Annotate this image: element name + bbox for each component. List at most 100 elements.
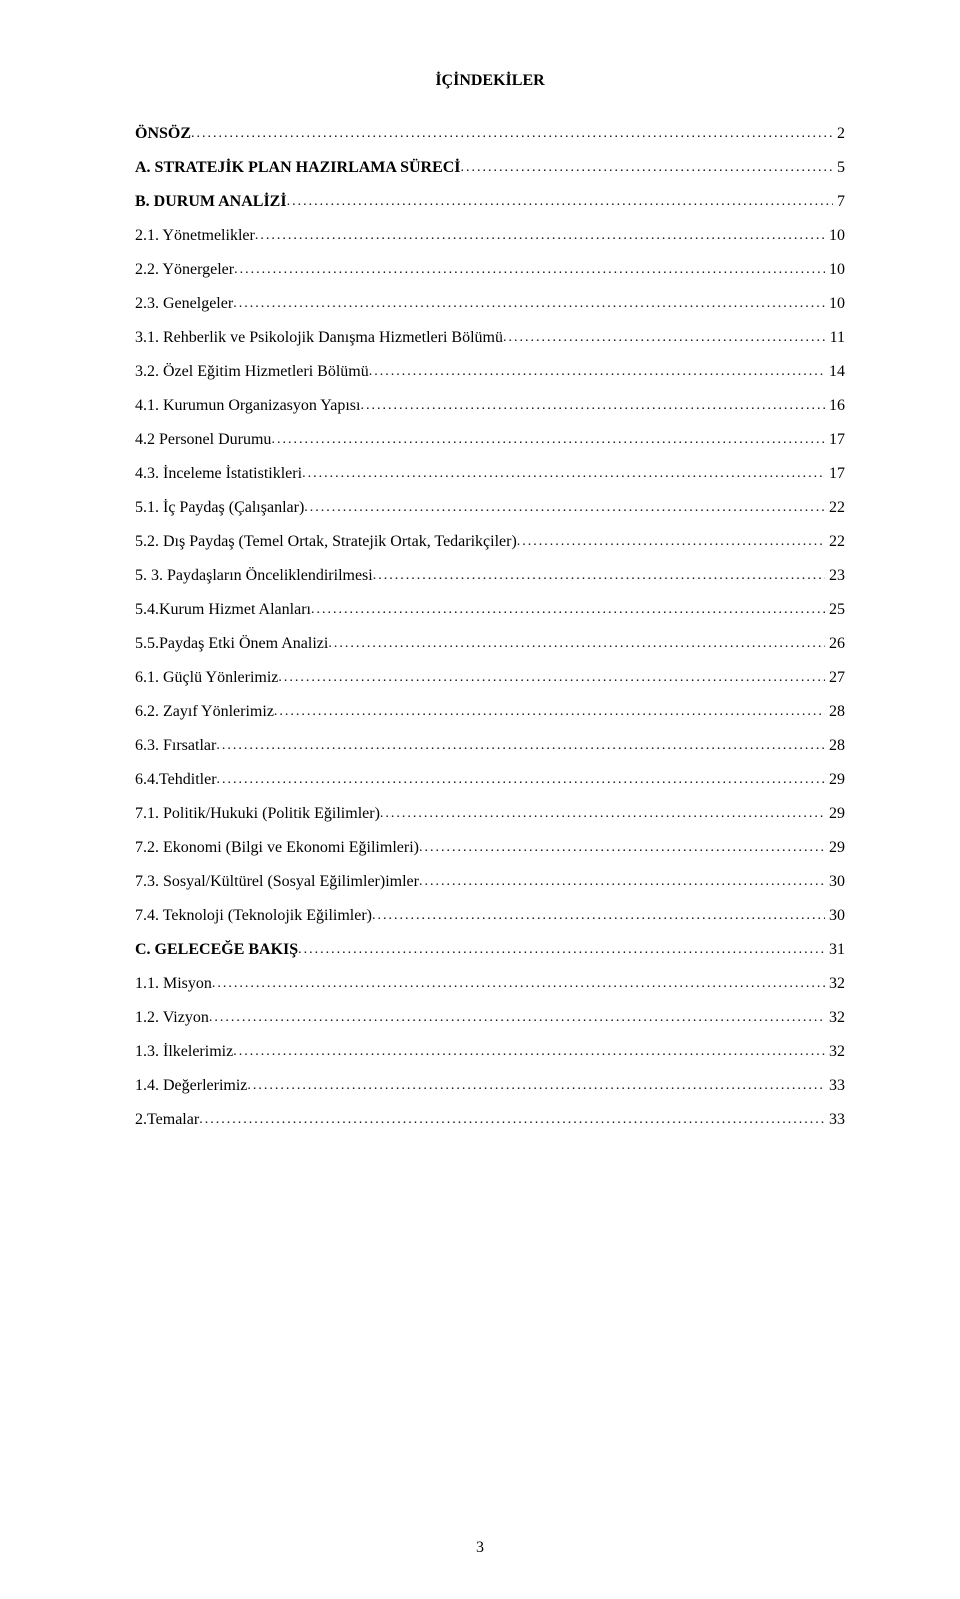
toc-entry-page: 28 (825, 738, 845, 754)
toc-leader-dots (234, 263, 825, 277)
toc-entry: 5.1. İç Paydaş (Çalışanlar) 22 (135, 500, 845, 516)
toc-entry-label: 7.1. Politik/Hukuki (Politik Eğilimler) (135, 806, 380, 822)
page-container: İÇİNDEKİLER ÖNSÖZ 2 A. STRATEJİK PLAN HAZI… (0, 0, 960, 1599)
toc-entry-label: 7.3. Sosyal/Kültürel (Sosyal Eğilimler)i… (135, 874, 419, 890)
toc-entry-label: 7.2. Ekonomi (Bilgi ve Ekonomi Eğilimler… (135, 840, 419, 856)
toc-entry: 4.2 Personel Durumu 17 (135, 432, 845, 448)
toc-entry-label: 5.1. İç Paydaş (Çalışanlar) (135, 500, 304, 516)
toc-entry-page: 30 (825, 908, 845, 924)
toc-entry-page: 22 (825, 534, 845, 550)
toc-leader-dots (255, 229, 825, 243)
toc-leader-dots (461, 161, 833, 175)
toc-entry-label: 1.3. İlkelerimiz (135, 1044, 233, 1060)
toc-entry-label: 1.1. Misyon (135, 976, 212, 992)
toc-entry-page: 25 (825, 602, 845, 618)
toc-entry-page: 11 (826, 330, 845, 346)
toc-entry-page: 31 (825, 942, 845, 958)
toc-entry-page: 22 (825, 500, 845, 516)
toc-entry-label: 6.4.Tehditler (135, 772, 217, 788)
toc-entry: ÖNSÖZ 2 (135, 126, 845, 142)
toc-entry-page: 33 (825, 1112, 845, 1128)
toc-entry-page: 2 (833, 126, 845, 142)
toc-entry-label: A. STRATEJİK PLAN HAZIRLAMA SÜRECİ (135, 160, 461, 176)
toc-entry-page: 32 (825, 976, 845, 992)
toc-entry: 1.1. Misyon 32 (135, 976, 845, 992)
toc-leader-dots (216, 739, 825, 753)
toc-entry-page: 30 (825, 874, 845, 890)
toc-leader-dots (278, 671, 825, 685)
toc-entry-page: 7 (833, 194, 845, 210)
toc-leader-dots (274, 705, 825, 719)
toc-entry: 4.1. Kurumun Organizasyon Yapısı 16 (135, 398, 845, 414)
toc-leader-dots (360, 399, 825, 413)
toc-entry: A. STRATEJİK PLAN HAZIRLAMA SÜRECİ 5 (135, 160, 845, 176)
toc-entry-label: 5.4.Kurum Hizmet Alanları (135, 602, 311, 618)
toc-entry-label: 1.2. Vizyon (135, 1010, 209, 1026)
toc-leader-dots (212, 977, 825, 991)
toc-leader-dots (191, 127, 833, 141)
toc-entry-label: 5.2. Dış Paydaş (Temel Ortak, Stratejik … (135, 534, 517, 550)
toc-entry: 6.3. Fırsatlar28 (135, 738, 845, 754)
toc-entry: 1.2. Vizyon32 (135, 1010, 845, 1026)
toc-entry: 2.1. Yönetmelikler10 (135, 228, 845, 244)
toc-leader-dots (304, 501, 825, 515)
toc-entry-page: 14 (825, 364, 845, 380)
toc-entry: 1.4. Değerlerimiz33 (135, 1078, 845, 1094)
toc-entry-label: 2.3. Genelgeler (135, 296, 233, 312)
toc-entry-label: 3.2. Özel Eğitim Hizmetleri Bölümü (135, 364, 369, 380)
toc-leader-dots (311, 603, 825, 617)
toc-entry-label: 4.2 Personel Durumu (135, 432, 271, 448)
toc-entry: B. DURUM ANALİZİ7 (135, 194, 845, 210)
toc-entry-page: 33 (825, 1078, 845, 1094)
toc-entry-label: 5. 3. Paydaşların Önceliklendirilmesi (135, 568, 373, 584)
toc-entry-page: 16 (825, 398, 845, 414)
toc-leader-dots (372, 909, 825, 923)
toc-leader-dots (287, 195, 833, 209)
toc-entry-page: 29 (825, 806, 845, 822)
toc-entry-label: 2.2. Yönergeler (135, 262, 234, 278)
toc-entry: 7.2. Ekonomi (Bilgi ve Ekonomi Eğilimler… (135, 840, 845, 856)
toc-entry-page: 28 (825, 704, 845, 720)
toc-entry-label: 4.3. İnceleme İstatistikleri (135, 466, 302, 482)
toc-entry-label: ÖNSÖZ (135, 126, 191, 142)
toc-entry: 5.5.Paydaş Etki Önem Analizi 26 (135, 636, 845, 652)
toc-entry-page: 17 (825, 432, 845, 448)
toc-entry: 2.Temalar 33 (135, 1112, 845, 1128)
toc-entry: 5. 3. Paydaşların Önceliklendirilmesi23 (135, 568, 845, 584)
toc-entry: 5.4.Kurum Hizmet Alanları 25 (135, 602, 845, 618)
toc-entry-label: 5.5.Paydaş Etki Önem Analizi (135, 636, 328, 652)
toc-leader-dots (199, 1113, 825, 1127)
toc-entry-page: 5 (833, 160, 845, 176)
toc-title: İÇİNDEKİLER (135, 72, 845, 90)
toc-entry-page: 10 (825, 262, 845, 278)
toc-entry-label: 4.1. Kurumun Organizasyon Yapısı (135, 398, 360, 414)
toc-entry: 3.1. Rehberlik ve Psikolojik Danışma Hiz… (135, 330, 845, 346)
toc-entry: 7.3. Sosyal/Kültürel (Sosyal Eğilimler)i… (135, 874, 845, 890)
toc-entry-label: 6.1. Güçlü Yönlerimiz (135, 670, 278, 686)
toc-entry: C. GELECEĞE BAKIŞ31 (135, 942, 845, 958)
toc-entry: 6.2. Zayıf Yönlerimiz 28 (135, 704, 845, 720)
toc-entry-page: 10 (825, 296, 845, 312)
toc-leader-dots (298, 943, 825, 957)
toc-leader-dots (517, 535, 825, 549)
toc-entry-label: 3.1. Rehberlik ve Psikolojik Danışma Hiz… (135, 330, 503, 346)
toc-entry-label: 2.Temalar (135, 1112, 199, 1128)
toc-entry: 4.3. İnceleme İstatistikleri17 (135, 466, 845, 482)
toc-leader-dots (380, 807, 825, 821)
toc-entry-page: 32 (825, 1044, 845, 1060)
toc-entry: 2.2. Yönergeler 10 (135, 262, 845, 278)
toc-leader-dots (209, 1011, 825, 1025)
toc-leader-dots (233, 297, 825, 311)
toc-entry: 3.2. Özel Eğitim Hizmetleri Bölümü 14 (135, 364, 845, 380)
toc-leader-dots (217, 773, 825, 787)
toc-list: ÖNSÖZ 2 A. STRATEJİK PLAN HAZIRLAMA SÜRECİ… (135, 126, 845, 1128)
toc-leader-dots (419, 841, 825, 855)
toc-entry-page: 26 (825, 636, 845, 652)
toc-leader-dots (302, 467, 825, 481)
toc-entry-page: 29 (825, 840, 845, 856)
toc-entry: 7.1. Politik/Hukuki (Politik Eğilimler) 2… (135, 806, 845, 822)
toc-leader-dots (369, 365, 825, 379)
toc-entry-label: 6.2. Zayıf Yönlerimiz (135, 704, 274, 720)
toc-entry: 2.3. Genelgeler 10 (135, 296, 845, 312)
toc-leader-dots (233, 1045, 825, 1059)
